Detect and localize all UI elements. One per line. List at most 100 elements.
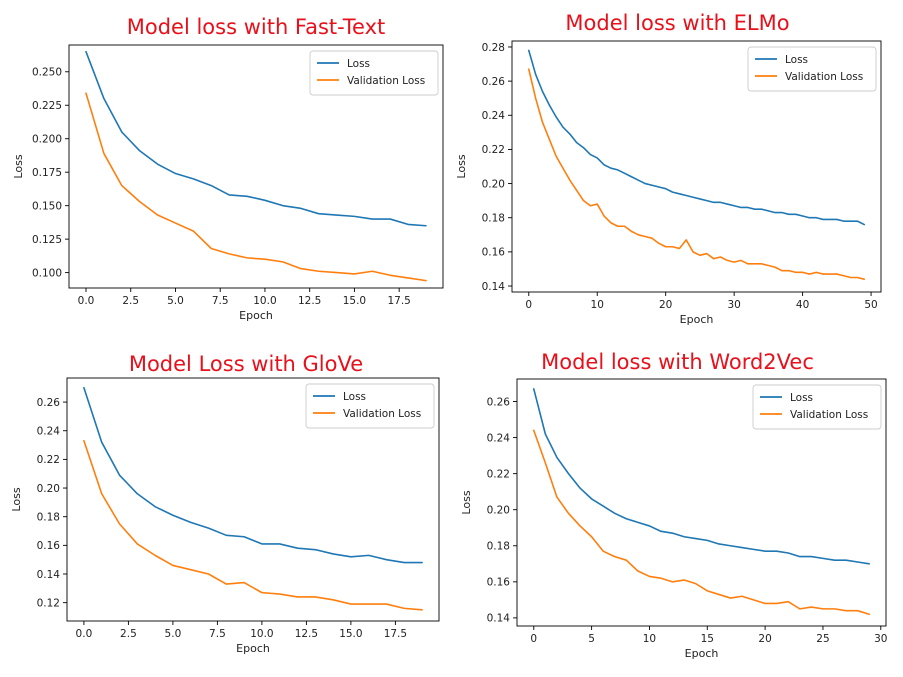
chart-fasttext-x-tick-label: 15.0: [343, 295, 366, 307]
chart-fasttext-axes-frame: [68, 44, 444, 289]
chart-glove-legend: Loss Validation Loss: [305, 383, 435, 429]
chart-elmo-y-tick-label: 0.28: [482, 42, 505, 54]
chart-fasttext-x-tick-label: 2.5: [122, 295, 139, 307]
chart-glove-y-axis-label: Loss: [10, 487, 23, 511]
chart-glove-y-tick-label: 0.14: [37, 569, 61, 581]
chart-glove-legend-label-loss: Loss: [343, 391, 366, 403]
chart-title-glove: Model Loss with GloVe: [128, 352, 364, 376]
chart-word2vec-y-tick-label: 0.26: [487, 396, 511, 408]
chart-glove-legend-label-validation-loss: Validation Loss: [343, 408, 421, 420]
chart-glove-x-tick-label: 12.5: [295, 628, 318, 640]
chart-elmo-x-tick-label: 40: [796, 299, 809, 311]
chart-glove-validation-loss-line: [83, 439, 423, 611]
chart-word2vec-y-tick-label: 0.22: [487, 468, 510, 480]
chart-glove-y-tick-label: 0.24: [37, 426, 61, 438]
chart-elmo-x-tick-label: 20: [659, 299, 672, 311]
chart-glove-x-tick-label: 2.5: [120, 628, 137, 640]
chart-word2vec-x-tick-label: 20: [758, 633, 771, 645]
chart-fasttext-y-tick-label: 0.125: [32, 234, 62, 246]
chart-elmo-y-tick-label: 0.16: [482, 247, 506, 259]
chart-elmo-y-tick-label: 0.24: [482, 110, 506, 122]
chart-elmo-x-axis-label: Epoch: [680, 313, 714, 326]
chart-word2vec-x-tick-label: 30: [874, 633, 887, 645]
chart-title-elmo: Model loss with ELMo: [565, 11, 790, 35]
loss-chart-fasttext: 0.0 2.5 5.0 7.5 10.0 12.5 15.0 17.5 0.100 0.125 0.…: [12, 44, 444, 322]
chart-glove-y-tick-label: 0.22: [37, 454, 60, 466]
chart-fasttext-y-tick-label: 0.200: [32, 134, 62, 146]
chart-fasttext-y-tick-label: 0.100: [32, 267, 62, 279]
chart-word2vec-legend: Loss Validation Loss: [752, 384, 882, 430]
chart-fasttext-x-tick-label: 7.5: [212, 295, 229, 307]
chart-elmo-axes-frame: [511, 40, 882, 293]
chart-fasttext-x-tick-label: 12.5: [298, 295, 321, 307]
chart-glove-axes-frame: [66, 377, 440, 622]
chart-elmo-loss-line: [527, 49, 866, 226]
chart-elmo-y-tick-label: 0.20: [482, 178, 505, 190]
chart-fasttext-legend-label-validation-loss: Validation Loss: [347, 75, 425, 87]
chart-word2vec-legend-label-validation-loss: Validation Loss: [790, 409, 868, 421]
chart-word2vec-x-tick-label: 15: [701, 633, 714, 645]
chart-glove-x-axis-label: Epoch: [236, 642, 270, 655]
chart-panel-elmo: Model loss with ELMo 0 10 20 30 40 50 0.14 0.16…: [452, 0, 903, 336]
chart-word2vec-x-tick-label: 5: [588, 633, 595, 645]
chart-word2vec-y-tick-label: 0.20: [487, 505, 510, 517]
chart-glove-y-tick-label: 0.26: [37, 397, 61, 409]
chart-panel-word2vec: Model loss with Word2Vec 0 5 10 15 20 25 30 0.1…: [452, 336, 903, 673]
chart-word2vec-x-tick-label: 10: [643, 633, 656, 645]
chart-word2vec-validation-loss-line: [532, 429, 871, 616]
chart-fasttext-y-tick-label: 0.150: [32, 200, 62, 212]
chart-title-word2vec: Model loss with Word2Vec: [541, 350, 814, 374]
chart-elmo-y-axis-label: Loss: [455, 154, 468, 178]
chart-fasttext-x-tick-label: 0.0: [78, 295, 95, 307]
chart-fasttext-y-tick-label: 0.250: [32, 67, 62, 79]
chart-word2vec-y-axis-label: Loss: [460, 490, 473, 514]
chart-fasttext-x-tick-label: 5.0: [167, 295, 184, 307]
chart-elmo-y-tick-label: 0.18: [482, 213, 505, 225]
chart-glove-x-tick-label: 10.0: [250, 628, 273, 640]
chart-elmo-x-tick-label: 10: [591, 299, 604, 311]
chart-glove-x-tick-label: 7.5: [209, 628, 226, 640]
chart-elmo-legend-label-loss: Loss: [785, 54, 808, 66]
chart-glove-loss-line: [83, 386, 423, 564]
chart-word2vec-axes-frame: [516, 378, 887, 627]
chart-panel-glove: Model Loss with GloVe 0.0 2.5 5.0 7.5 10.0 12…: [0, 336, 452, 673]
chart-glove-y-tick-label: 0.20: [37, 483, 60, 495]
chart-fasttext-x-tick-label: 17.5: [387, 295, 410, 307]
chart-word2vec-x-tick-label: 25: [816, 633, 829, 645]
loss-chart-elmo: 0 10 20 30 40 50 0.14 0.16 0.18 0.20 0.22 0.24 0.26 0…: [455, 40, 882, 326]
chart-word2vec-legend-label-loss: Loss: [790, 392, 813, 404]
chart-word2vec-y-tick-label: 0.24: [487, 432, 511, 444]
chart-elmo-y-tick-label: 0.14: [482, 281, 506, 293]
chart-elmo-legend: Loss Validation Loss: [747, 46, 877, 92]
chart-word2vec-y-tick-label: 0.18: [487, 541, 510, 553]
chart-fasttext-legend: Loss Validation Loss: [309, 50, 439, 96]
chart-fasttext-y-tick-label: 0.175: [32, 167, 62, 179]
chart-fasttext-legend-label-loss: Loss: [347, 58, 370, 70]
chart-glove-x-tick-label: 0.0: [76, 628, 93, 640]
chart-glove-x-tick-label: 17.5: [384, 628, 407, 640]
chart-title-fasttext: Model loss with Fast-Text: [126, 15, 386, 39]
chart-elmo-y-tick-label: 0.22: [482, 144, 505, 156]
chart-word2vec-x-axis-label: Epoch: [685, 647, 719, 660]
chart-elmo-x-tick-label: 50: [864, 299, 877, 311]
chart-elmo-x-tick-label: 0: [525, 299, 532, 311]
chart-word2vec-loss-line: [532, 388, 871, 565]
chart-fasttext-x-tick-label: 10.0: [253, 295, 276, 307]
chart-elmo-legend-label-validation-loss: Validation Loss: [785, 71, 863, 83]
chart-word2vec-y-tick-label: 0.14: [487, 613, 511, 625]
chart-elmo-y-tick-label: 0.26: [482, 76, 506, 88]
chart-glove-y-tick-label: 0.12: [37, 597, 60, 609]
chart-fasttext-y-axis-label: Loss: [12, 154, 25, 178]
chart-fasttext-loss-line: [85, 50, 427, 227]
chart-word2vec-y-tick-label: 0.16: [487, 577, 511, 589]
chart-elmo-x-tick-label: 30: [727, 299, 740, 311]
chart-glove-y-tick-label: 0.16: [37, 540, 61, 552]
loss-chart-glove: 0.0 2.5 5.0 7.5 10.0 12.5 15.0 17.5 0.12 0.14 0.16…: [10, 377, 440, 655]
chart-glove-x-tick-label: 5.0: [165, 628, 182, 640]
chart-glove-y-tick-label: 0.18: [37, 511, 60, 523]
chart-fasttext-y-tick-label: 0.225: [32, 100, 62, 112]
chart-panel-fasttext: Model loss with Fast-Text 0.0 2.5 5.0 7.5 10…: [0, 0, 452, 336]
chart-word2vec-x-tick-label: 0: [530, 633, 537, 645]
chart-elmo-validation-loss-line: [527, 68, 866, 280]
loss-chart-word2vec: 0 5 10 15 20 25 30 0.14 0.16 0.18 0.20 0.22 0.24 0.26…: [460, 378, 887, 660]
